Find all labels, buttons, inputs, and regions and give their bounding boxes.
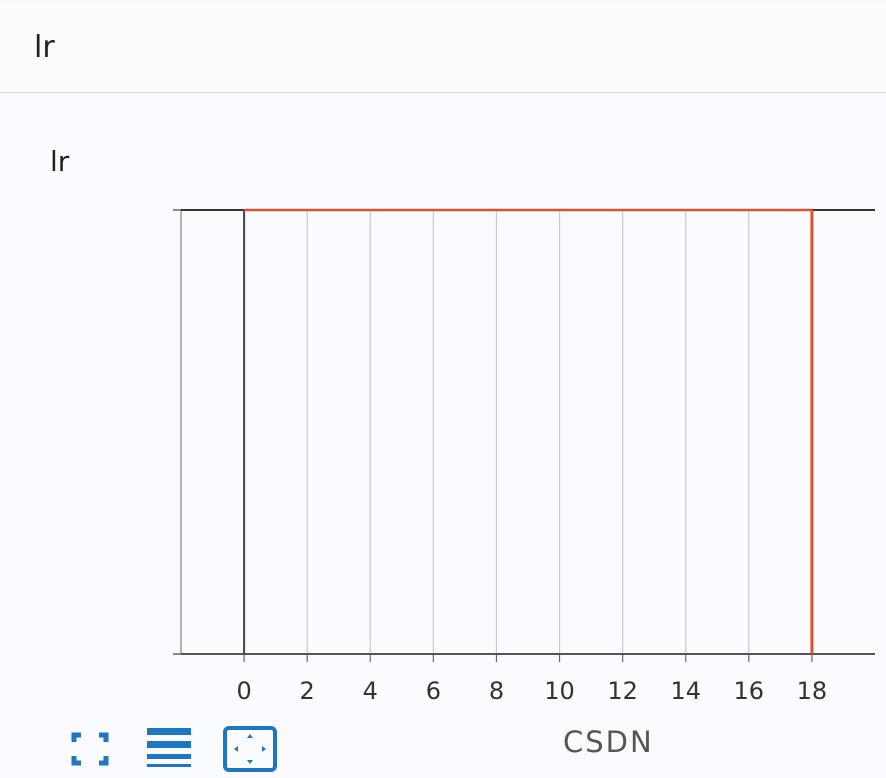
data-point	[559, 209, 561, 211]
x-tick-label: 18	[797, 677, 828, 705]
header-title: lr	[34, 30, 55, 65]
toggle-y-log-button[interactable]	[145, 726, 193, 772]
watermark: CSDN	[563, 725, 654, 759]
data-point	[243, 209, 245, 211]
chart-title: lr	[50, 145, 70, 178]
x-tick-label: 4	[363, 677, 378, 705]
fit-domain-button[interactable]	[222, 726, 278, 772]
x-tick-label: 10	[544, 677, 575, 705]
data-point	[748, 209, 750, 211]
data-point	[306, 209, 308, 211]
x-tick-label: 8	[489, 677, 504, 705]
fullscreen-button[interactable]	[66, 726, 114, 772]
fit-domain-icon	[223, 726, 277, 772]
x-tick-label: 12	[607, 677, 638, 705]
fullscreen-icon	[71, 732, 109, 766]
x-tick-label: 14	[670, 677, 701, 705]
x-tick-label: 2	[300, 677, 315, 705]
card-header: lr	[0, 4, 886, 93]
data-point	[622, 209, 624, 211]
data-point	[685, 209, 687, 211]
data-point	[369, 209, 371, 211]
x-tick-label: 6	[426, 677, 441, 705]
x-tick-label: 0	[236, 677, 251, 705]
x-tick-label: 16	[734, 677, 765, 705]
lines-icon	[147, 728, 191, 767]
data-point	[495, 209, 497, 211]
data-point	[432, 209, 434, 211]
